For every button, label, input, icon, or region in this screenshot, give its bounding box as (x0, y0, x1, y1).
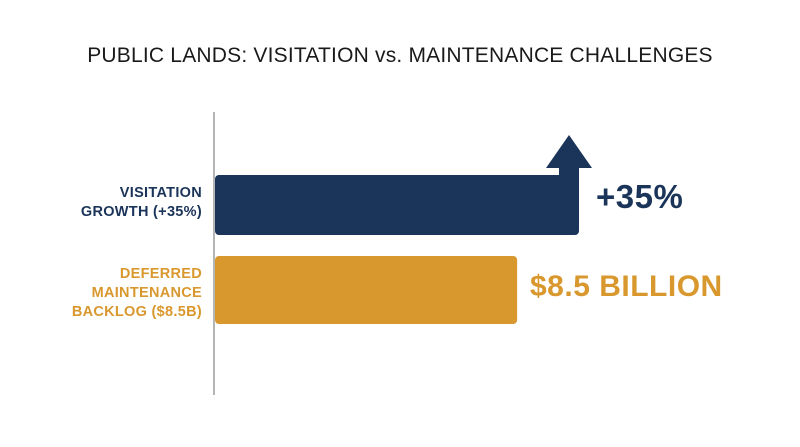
bar-backlog (215, 256, 518, 324)
category-label-backlog: DEFERRED MAINTENANCE BACKLOG ($8.5B) (2, 265, 202, 322)
chart-title: PUBLIC LANDS: VISITATION vs. MAINTENANCE… (87, 44, 713, 67)
category-label-line: BACKLOG ($8.5B) (71, 304, 202, 320)
value-label-visitation: +35% (596, 178, 684, 215)
category-label-line: DEFERRED (119, 266, 202, 282)
category-label-visitation: VISITATION GROWTH (+35%) (2, 184, 202, 222)
category-label-line: GROWTH (+35%) (80, 204, 202, 220)
category-label-line: VISITATION (119, 185, 202, 201)
category-label-line: MAINTENANCE (91, 285, 202, 301)
category-axis-line (213, 112, 215, 395)
value-label-backlog: $8.5 BILLION (530, 270, 723, 303)
up-arrow-icon (546, 135, 592, 179)
bar-visitation (215, 175, 579, 235)
